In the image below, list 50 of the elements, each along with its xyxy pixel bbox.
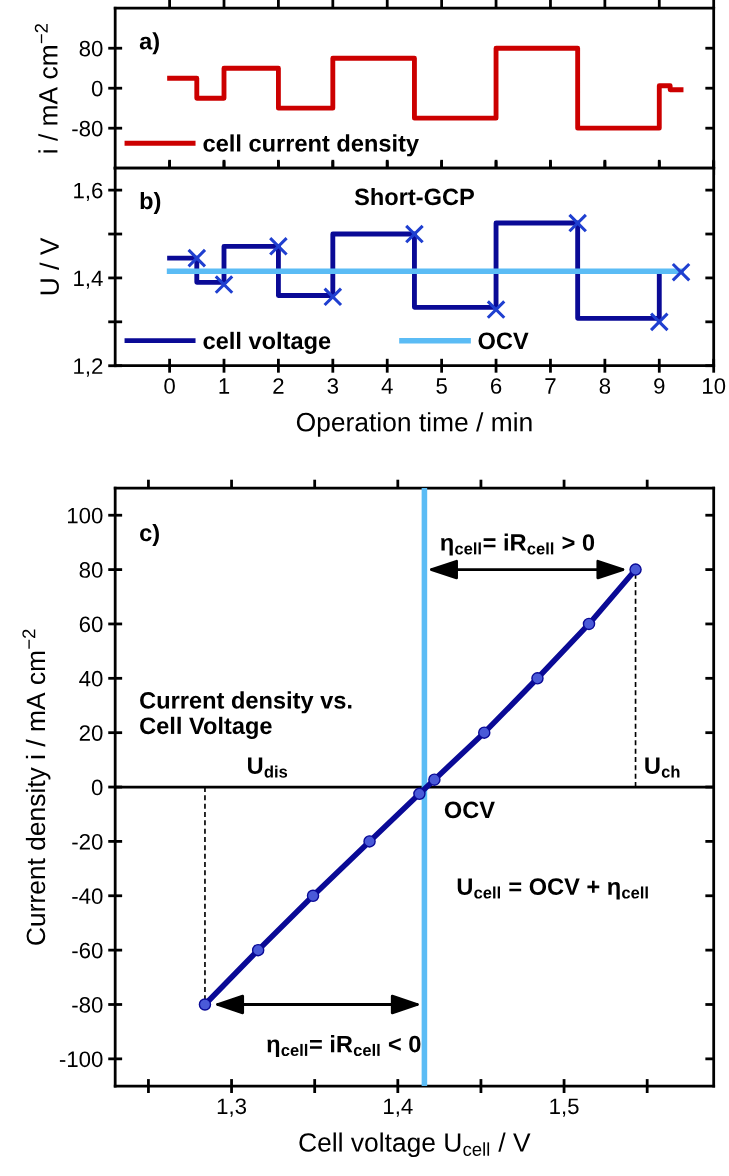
y-tick-label: 20 [79, 725, 103, 741]
x-tick-label: 4 [381, 378, 393, 394]
y-tick-label: 1,4 [74, 270, 103, 289]
y-tick-label: -80 [72, 120, 103, 137]
y-axis-title: i / mA cm$^{−2}$ [34, 23, 58, 153]
y-tick-label: 1,6 [74, 182, 103, 202]
legend-label: cell voltage [203, 331, 331, 354]
y-tick-label: 100 [68, 507, 103, 524]
y-tick-label: -40 [72, 888, 103, 905]
x-tick-label: 8 [599, 378, 611, 394]
x-tick-label: 5 [436, 378, 447, 394]
annotation: U$_{cell}$ = OCV + η$_{cell}$ [457, 878, 648, 900]
x-tick-label: 9 [654, 378, 665, 394]
legend-label: OCV [478, 332, 529, 350]
legend-label: cell current density [203, 134, 419, 157]
y-axis-title: U / V [39, 237, 59, 295]
annotation: Current density vs. Cell Voltage [140, 691, 352, 739]
x-tick-label: 0 [164, 378, 175, 394]
y-tick-label: -80 [72, 997, 103, 1013]
x-tick-label: 3 [327, 378, 339, 394]
x-tick-label: 6 [491, 378, 502, 394]
x-tick-label: 1 [219, 378, 230, 394]
text: Short-GCP [354, 187, 474, 206]
x-tick-label: 1,3 [217, 1098, 247, 1117]
y-tick-label: -60 [72, 942, 103, 959]
y-tick-label: 80 [79, 40, 103, 57]
annotation: c) [140, 523, 159, 546]
y-tick-label: 1,2 [74, 358, 103, 377]
y-tick-label: 0 [91, 779, 103, 796]
annotation: η$_{cell}$= iR$_{cell}$ < 0 [267, 1035, 421, 1058]
y-tick-label: 40 [79, 670, 103, 687]
y-tick-label: -100 [59, 1051, 103, 1068]
annotation: a) [139, 32, 159, 55]
y-axis-title: Current density i / mA cm$^{−2}$ [22, 629, 51, 945]
annotation: η$_{cell}$= iR$_{cell}$ > 0 [441, 533, 595, 556]
x-axis-title: Cell voltage U$_{cell}$ / V [299, 1132, 531, 1158]
y-tick-label: 60 [79, 616, 103, 633]
annotation: OCV [444, 801, 495, 819]
x-tick-label: 1,5 [550, 1098, 579, 1117]
x-axis-title: Operation time / min [296, 412, 532, 437]
y-tick-label: 0 [91, 80, 103, 97]
annotation: b) [140, 191, 161, 214]
y-tick-label: 80 [79, 562, 103, 578]
annotation: U$_{ch}$ [645, 757, 680, 778]
x-tick-label: 10 [703, 378, 726, 394]
x-tick-label: 1,4 [384, 1098, 413, 1117]
x-tick-label: 2 [273, 378, 284, 394]
annotation: U$_{dis}$ [248, 757, 288, 778]
x-tick-label: 7 [545, 378, 556, 394]
y-tick-label: -20 [72, 833, 103, 850]
